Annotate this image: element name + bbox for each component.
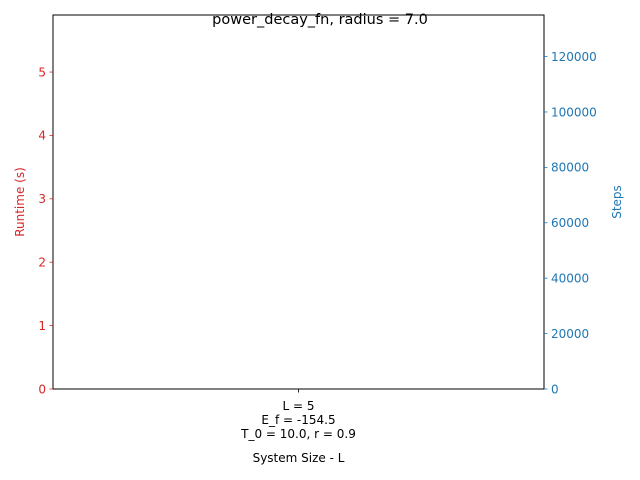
right-y-tick-label: 100000: [551, 105, 597, 119]
right-y-tick-label: 80000: [551, 161, 589, 175]
x-tick-label: T_0 = 10.0, r = 0.9: [240, 427, 356, 441]
left-y-tick-label: 3: [38, 192, 46, 206]
x-tick-label: E_f = -154.5: [261, 413, 335, 427]
left-y-tick-label: 1: [38, 319, 46, 333]
left-y-tick-label: 4: [38, 129, 46, 143]
plot-frame: [52, 14, 545, 390]
left-y-tick-label: 0: [38, 382, 46, 396]
right-y-tick-label: 0: [551, 382, 559, 396]
right-y-axis-label: Steps: [610, 185, 624, 219]
chart-title: power_decay_fn, radius = 7.0: [212, 12, 428, 28]
right-y-tick-label: 60000: [551, 216, 589, 230]
right-y-tick-label: 20000: [551, 327, 589, 341]
left-y-tick-label: 2: [38, 256, 46, 270]
x-axis: L = 5E_f = -154.5T_0 = 10.0, r = 0.9: [240, 389, 356, 441]
left-y-axis-label: Runtime (s): [13, 167, 27, 237]
right-y-tick-label: 40000: [551, 271, 589, 285]
x-axis-label: System Size - L: [253, 451, 345, 465]
right-y-tick-label: 120000: [551, 50, 597, 64]
x-tick-label: L = 5: [282, 399, 314, 413]
left-y-axis: 0 1 2 3 4 5: [38, 65, 53, 396]
right-y-axis: 0 20000 40000 60000 80000 100000 120000: [544, 50, 597, 396]
left-y-tick-label: 5: [38, 65, 46, 79]
